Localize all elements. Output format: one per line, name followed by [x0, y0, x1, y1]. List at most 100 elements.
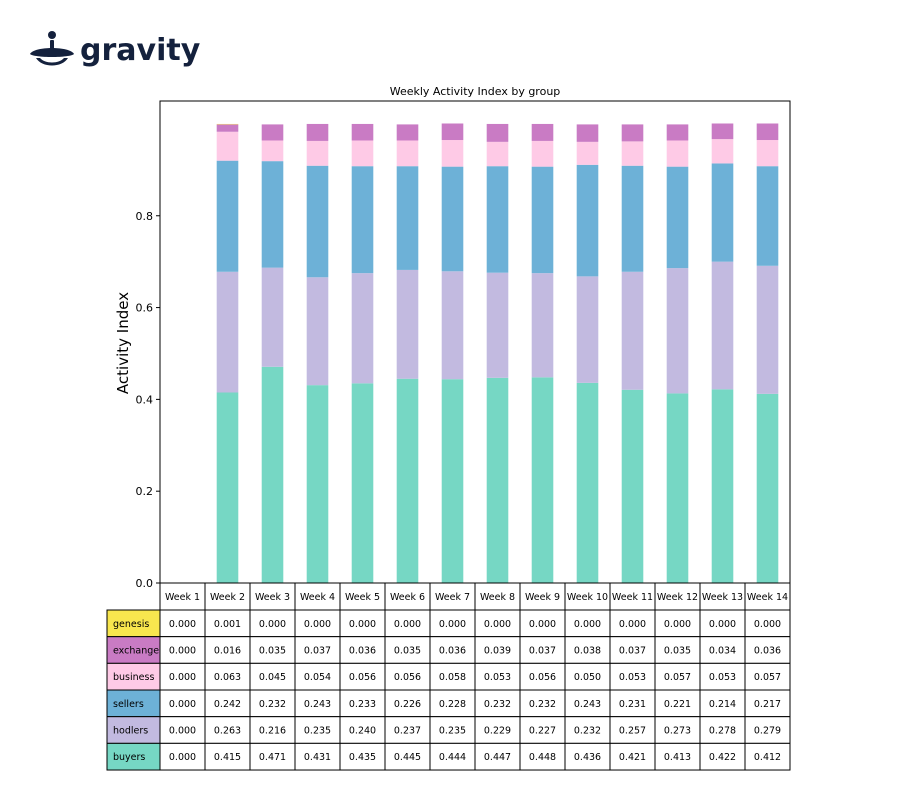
table-cell-value: 0.000 [394, 619, 421, 630]
table-cell-value: 0.000 [574, 619, 601, 630]
table-cell [699, 609, 746, 638]
table-cell [249, 609, 296, 638]
bar-business-5 [351, 140, 374, 167]
table-cell [249, 742, 296, 771]
table-cell-value: 0.214 [709, 699, 736, 710]
table-cell [564, 689, 611, 718]
bar-hodlers-9 [531, 273, 554, 378]
table-cell [294, 689, 341, 718]
table-cell [159, 609, 206, 638]
gravity-logo: gravity [28, 28, 218, 72]
bar-business-3 [261, 140, 284, 162]
table-cell-value: 0.000 [619, 619, 646, 630]
bar-exchange-10 [576, 124, 599, 142]
table-cell-value: 0.001 [214, 619, 241, 630]
data-table: Week 1 Week 2 Week 3 Week 4 Week 5 Week 6 Week… [106, 582, 791, 771]
table-cell-value: 0.421 [619, 752, 646, 763]
table-cell [339, 742, 386, 771]
x-category-label: Week 10 [567, 592, 608, 603]
table-cell [564, 742, 611, 771]
table-cell [204, 742, 251, 771]
table-cell-value: 0.412 [754, 752, 781, 763]
bar-hodlers-13 [711, 261, 734, 390]
table-cell-value: 0.035 [664, 646, 691, 657]
table-cell-value: 0.000 [709, 619, 736, 630]
x-category-label: Week 12 [657, 592, 698, 603]
table-cell-value: 0.217 [754, 699, 781, 710]
table-cell [339, 716, 386, 744]
table-cell [519, 742, 566, 771]
table-cell-value: 0.000 [169, 619, 196, 630]
table-cell-value: 0.227 [529, 726, 556, 737]
table-cell-value: 0.063 [214, 672, 241, 683]
table-cell-value: 0.422 [709, 752, 736, 763]
table-cell-value: 0.221 [664, 699, 691, 710]
bar-buyers-13 [711, 389, 734, 583]
table-row-label-cell [106, 662, 161, 691]
table-cell-value: 0.232 [529, 699, 556, 710]
table-cell [384, 636, 431, 664]
table-cell-value: 0.229 [484, 726, 511, 737]
table-cell-value: 0.037 [304, 646, 331, 657]
table-header-cell [744, 582, 791, 611]
table-cell [474, 662, 521, 691]
x-category-label: Week 9 [525, 592, 560, 603]
table-header-cell [249, 582, 296, 611]
table-cell [249, 689, 296, 718]
table-cell-value: 0.035 [394, 646, 421, 657]
table-cell-value: 0.242 [214, 699, 241, 710]
table-cell [744, 609, 791, 638]
table-header-cell [699, 582, 746, 611]
bar-sellers-8 [486, 166, 509, 273]
table-cell [339, 689, 386, 718]
table-cell [204, 716, 251, 744]
bar-business-8 [486, 141, 509, 167]
bar-sellers-3 [261, 161, 284, 268]
bar-business-13 [711, 139, 734, 164]
table-cell [564, 636, 611, 664]
x-category-label: Week 8 [480, 592, 515, 603]
bar-sellers-2 [216, 160, 239, 272]
gravity-logo-icon [30, 31, 74, 66]
bar-sellers-6 [396, 166, 419, 270]
bar-sellers-10 [576, 164, 599, 277]
table-cell [204, 662, 251, 691]
table-cell-value: 0.235 [304, 726, 331, 737]
bar-buyers-6 [396, 378, 419, 583]
y-tick-label: 0.4 [136, 393, 154, 406]
table-cell-value: 0.237 [394, 726, 421, 737]
table-cell [204, 609, 251, 638]
plot-frame [159, 100, 791, 584]
table-cell-value: 0.448 [529, 752, 556, 763]
bar-hodlers-10 [576, 276, 599, 383]
bar-hodlers-4 [306, 277, 329, 386]
table-cell [699, 636, 746, 664]
bar-exchange-12 [666, 124, 689, 141]
bar-sellers-5 [351, 166, 374, 274]
bar-exchange-4 [306, 123, 329, 141]
table-cell [339, 662, 386, 691]
table-cell-value: 0.436 [574, 752, 601, 763]
table-row-label: sellers [113, 699, 144, 710]
table-cell-value: 0.431 [304, 752, 331, 763]
bar-hodlers-8 [486, 272, 509, 378]
x-category-label: Week 5 [345, 592, 380, 603]
table-row-label-cell [106, 716, 161, 744]
bar-business-4 [306, 140, 329, 166]
x-category-label: Week 14 [747, 592, 788, 603]
table-cell [609, 689, 656, 718]
table-header-cell [339, 582, 386, 611]
table-cell-value: 0.053 [484, 672, 511, 683]
bar-sellers-7 [441, 166, 464, 272]
table-row-label: genesis [113, 619, 149, 630]
table-cell [519, 609, 566, 638]
bar-exchange-8 [486, 123, 509, 142]
table-cell-value: 0.000 [529, 619, 556, 630]
table-cell-value: 0.036 [439, 646, 466, 657]
bar-business-6 [396, 140, 419, 167]
table-cell-value: 0.056 [349, 672, 376, 683]
bar-exchange-13 [711, 123, 734, 140]
bar-exchange-3 [261, 124, 284, 141]
table-cell [384, 742, 431, 771]
